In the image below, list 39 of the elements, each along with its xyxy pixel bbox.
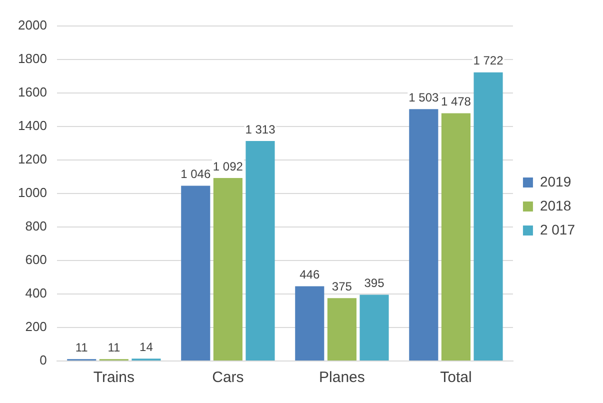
y-tick-label: 1200 <box>18 151 47 166</box>
y-tick-label: 1000 <box>18 184 47 200</box>
y-tick-label: 400 <box>25 286 47 301</box>
data-label: 11 <box>75 340 88 354</box>
data-label: 446 <box>300 268 320 282</box>
y-tick-label: 1800 <box>18 50 47 66</box>
y-tick-label: 0 <box>40 352 47 368</box>
y-tick-label: 600 <box>25 252 47 268</box>
x-tick-label: Cars <box>212 369 244 386</box>
bar <box>441 113 470 360</box>
x-tick-label: Trains <box>93 369 134 386</box>
data-label: 1 503 <box>408 90 439 104</box>
data-label: 11 <box>108 340 120 354</box>
bar <box>181 186 210 360</box>
legend-label: 2 017 <box>540 221 576 238</box>
data-label: 1 478 <box>440 94 472 109</box>
bar <box>360 294 389 360</box>
data-label: 375 <box>332 279 352 294</box>
bar <box>246 140 275 360</box>
bar <box>213 178 242 360</box>
data-label: 395 <box>364 276 385 290</box>
y-tick-label: 2000 <box>18 17 47 32</box>
y-tick-label: 200 <box>25 319 47 334</box>
data-label: 1 046 <box>180 167 211 182</box>
x-tick-label: Total <box>440 369 472 386</box>
bar <box>327 298 356 360</box>
y-tick-label: 800 <box>25 218 47 234</box>
data-label: 1 313 <box>245 122 276 136</box>
y-tick-label: 1400 <box>18 118 47 133</box>
legend-label: 2019 <box>540 173 572 190</box>
x-tick-label: Planes <box>319 369 365 386</box>
bar <box>409 109 438 360</box>
data-label: 1 092 <box>212 159 244 174</box>
bar <box>295 286 324 360</box>
data-label: 14 <box>140 340 154 354</box>
data-label: 1 722 <box>473 54 504 68</box>
legend-label: 2018 <box>540 197 572 214</box>
bar <box>474 72 503 360</box>
y-tick-label: 1600 <box>18 84 47 100</box>
